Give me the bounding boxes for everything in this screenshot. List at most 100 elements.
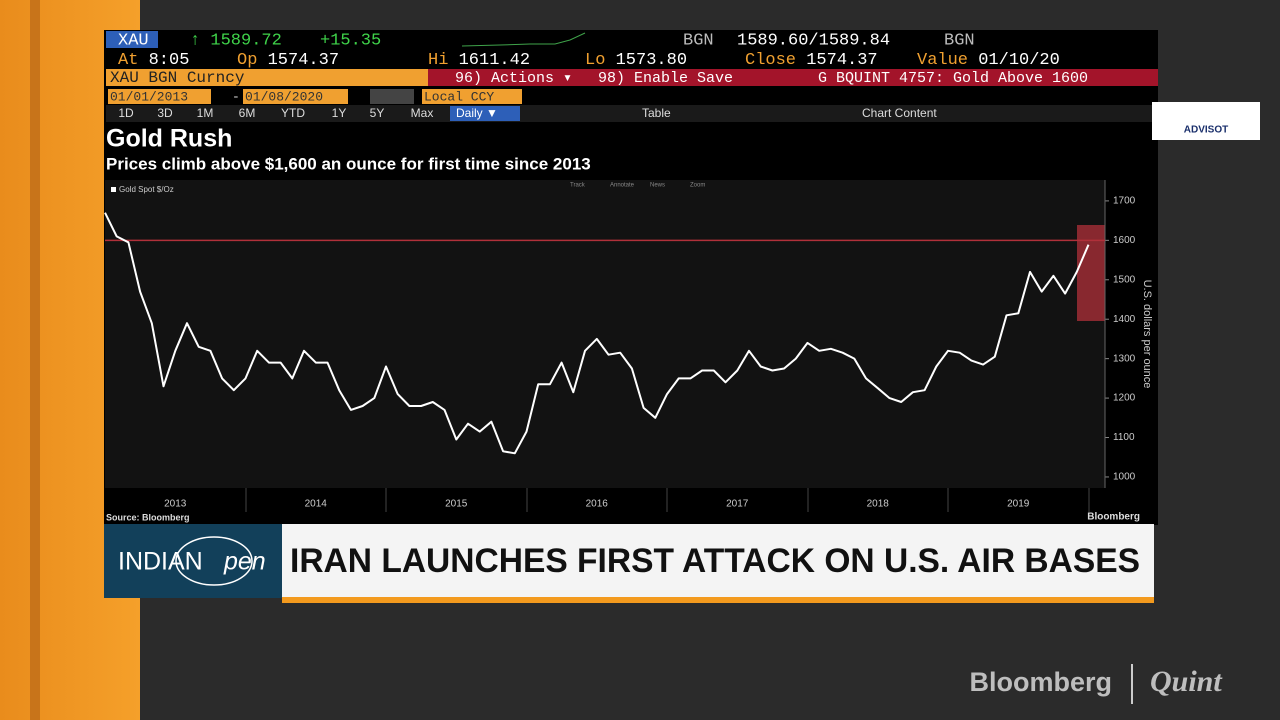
ticker: XAU: [118, 31, 149, 50]
highlight-box: [1077, 225, 1105, 321]
source-label: BGN: [944, 31, 975, 50]
stat: Lo 1573.80: [585, 51, 687, 70]
start-date: 01/01/2013: [110, 89, 188, 104]
chart-tool[interactable]: Annotate: [610, 183, 635, 189]
logo-box: [1152, 102, 1260, 140]
period-button[interactable]: 1Y: [332, 106, 347, 120]
period-buttons: 1D 3D 1M 6M YTD 1Y 5Y Max: [118, 106, 433, 120]
y-tick-label: 1000: [1113, 472, 1136, 483]
watermark-left: Bloomberg: [969, 667, 1112, 697]
channel-swirl: [175, 536, 253, 586]
y-tick-label: 1600: [1113, 235, 1136, 246]
y-tick-label: 1500: [1113, 274, 1136, 285]
x-tick-label: 2019: [1007, 499, 1030, 510]
frequency-box[interactable]: [450, 106, 520, 121]
brand: Bloomberg: [1087, 512, 1140, 523]
orange-stripe: [30, 0, 40, 720]
source: Source: Bloomberg: [106, 512, 190, 522]
stat-space: [138, 51, 148, 70]
y-tick-label: 1400: [1113, 314, 1136, 325]
chart-tool[interactable]: Track: [570, 183, 586, 189]
legend-swatch: [111, 187, 116, 192]
stat-value: 1574.37: [268, 51, 339, 70]
last-price: ↑ 1589.72: [190, 31, 282, 50]
date-box[interactable]: [243, 89, 348, 104]
y-axis-label: U.S. dollars per ounce: [1141, 280, 1153, 389]
watermark-right: Quint: [1150, 665, 1223, 698]
stat-space: [796, 51, 806, 70]
source-label: BGN: [683, 31, 714, 50]
actions-button[interactable]: 96) Actions ▾: [455, 70, 572, 87]
period-button[interactable]: 5Y: [370, 106, 385, 120]
period-button[interactable]: 3D: [157, 106, 173, 120]
stat-value: 1573.80: [616, 51, 687, 70]
x-tick-label: 2015: [445, 499, 468, 510]
period-button[interactable]: Max: [411, 106, 434, 120]
stat-value: 1574.37: [806, 51, 877, 70]
currency-box[interactable]: [422, 89, 522, 104]
chart-content-button[interactable]: Chart Content: [862, 106, 937, 120]
currency: Local CCY: [424, 89, 494, 104]
y-tick-label: 1700: [1113, 196, 1136, 207]
alert: G BQUINT 4757: Gold Above 1600: [818, 70, 1088, 87]
stat-value: 1611.42: [459, 51, 530, 70]
headline-underline: [282, 597, 1154, 603]
x-tick-label: 2014: [305, 499, 328, 510]
chart-tool[interactable]: News: [650, 183, 665, 189]
channel-suffix: pen: [223, 548, 266, 576]
y-tick-label: 1200: [1113, 393, 1136, 404]
sparkline: [461, 32, 586, 47]
period-button[interactable]: 1M: [197, 106, 214, 120]
legend-label: Gold Spot $/Oz: [119, 185, 174, 194]
stat-label: Lo: [585, 51, 605, 70]
date-separator: -: [232, 89, 240, 104]
chart-title: Gold Rush: [106, 125, 232, 153]
chart-subtitle: Prices climb above $1,600 an ounce for f…: [106, 154, 591, 173]
chart-tool[interactable]: Zoom: [690, 183, 705, 189]
toolbar: [106, 105, 1158, 122]
y-tick-label: 1100: [1113, 432, 1135, 443]
chart-tools: Track Annotate News Zoom: [570, 183, 705, 189]
security-box: [106, 69, 428, 86]
stat-label: Hi: [428, 51, 448, 70]
price-line: [104, 212, 1090, 455]
channel: INDIAN: [118, 548, 203, 576]
stat: Hi 1611.42: [428, 51, 530, 70]
stat-value: 8:05: [149, 51, 190, 70]
stat-space: [448, 51, 458, 70]
period-button[interactable]: 6M: [239, 106, 256, 120]
x-tick-label: 2013: [164, 499, 187, 510]
stat-space: [605, 51, 615, 70]
logo: ADVISOT: [1184, 125, 1228, 136]
stat-space: [257, 51, 267, 70]
period-button[interactable]: 1D: [118, 106, 134, 120]
stat-value: 01/10/20: [978, 51, 1060, 70]
stat: At 8:05: [118, 51, 189, 70]
bid-ask: 1589.60/1589.84: [737, 31, 890, 50]
security: XAU BGN Curncy: [110, 69, 245, 87]
end-date: 01/08/2020: [245, 89, 323, 104]
y-tick-label: 1300: [1113, 353, 1136, 364]
stat: Close 1574.37: [745, 51, 878, 70]
save-button[interactable]: 98) Enable Save: [598, 70, 733, 87]
year-separators: [245, 488, 1090, 512]
stat-label: At: [118, 51, 138, 70]
x-tick-label: 2016: [586, 499, 609, 510]
button-bar: [428, 69, 1158, 86]
ticker-box: [106, 31, 158, 48]
table-button[interactable]: Table: [642, 106, 671, 120]
price-change: +15.35: [320, 31, 381, 50]
frequency[interactable]: Daily ▼: [456, 106, 498, 120]
period-button[interactable]: YTD: [281, 106, 305, 120]
stat-label: Close: [745, 51, 796, 70]
nav-buttons[interactable]: [370, 89, 414, 104]
x-tick-label: 2017: [726, 499, 749, 510]
stat: Value 01/10/20: [917, 51, 1060, 70]
stat-space: [968, 51, 978, 70]
date-box[interactable]: [108, 89, 211, 104]
stat: Op 1574.37: [237, 51, 339, 70]
stat-label: Value: [917, 51, 968, 70]
plot-area: [105, 180, 1105, 488]
x-tick-label: 2018: [867, 499, 890, 510]
